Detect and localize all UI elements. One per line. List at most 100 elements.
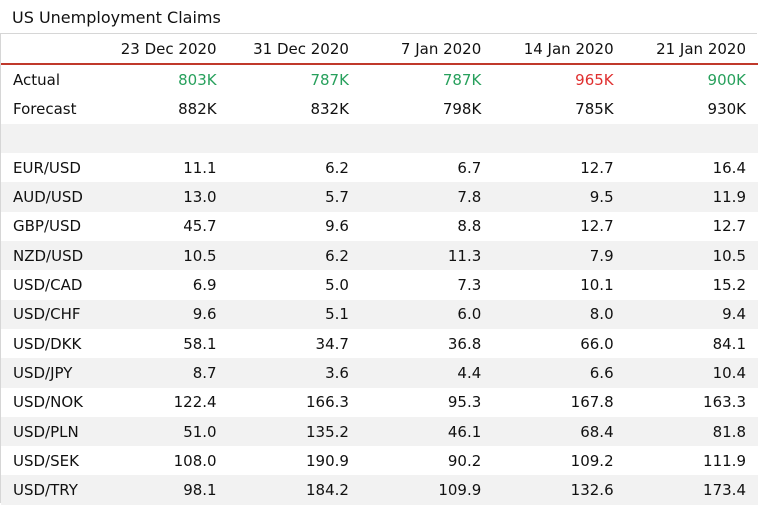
pair-value: 9.4 — [625, 299, 758, 329]
pair-row: NZD/USD 10.5 6.2 11.3 7.9 10.5 — [1, 241, 758, 271]
actual-value: 787K — [310, 70, 349, 89]
pair-value: 15.2 — [712, 276, 746, 295]
pair-value: 6.2 — [228, 241, 361, 271]
pair-label: USD/JPY — [1, 358, 97, 388]
pair-value: 6.7 — [457, 158, 482, 177]
pair-value: 12.7 — [712, 217, 746, 236]
pair-row: GBP/USD 45.7 9.6 8.8 12.7 12.7 — [1, 212, 758, 241]
pair-value: 7.8 — [360, 182, 494, 212]
pair-value: 58.1 — [183, 334, 217, 353]
forecast-row: Forecast 882K 832K 798K 785K 930K — [1, 95, 758, 124]
pair-value: 12.7 — [580, 217, 614, 236]
pair-row: USD/JPY 8.7 3.6 4.4 6.6 10.4 — [1, 358, 758, 388]
forecast-value: 832K — [310, 100, 349, 119]
pair-value: 4.4 — [360, 358, 494, 388]
pair-value: 166.3 — [305, 393, 349, 412]
pair-value: 8.7 — [96, 358, 229, 388]
pair-value: 109.9 — [360, 475, 494, 505]
pair-row: USD/TRY 98.1 184.2 109.9 132.6 173.4 — [1, 475, 758, 505]
pair-value: 9.6 — [96, 299, 229, 329]
pair-value: 6.0 — [360, 299, 494, 329]
pair-value: 3.6 — [228, 358, 361, 388]
pair-value: 12.7 — [580, 158, 614, 177]
forecast-value: 798K — [442, 100, 482, 119]
pair-value: 10.5 — [96, 241, 229, 271]
pair-value: 173.4 — [625, 475, 758, 505]
pair-value: 68.4 — [493, 416, 626, 447]
pair-value: 7.3 — [457, 276, 482, 295]
pair-label: USD/TRY — [1, 475, 97, 505]
pair-value: 190.9 — [305, 451, 349, 470]
pair-label: USD/PLN — [1, 416, 97, 447]
pair-value: 11.3 — [360, 241, 494, 271]
pair-value: 10.1 — [580, 276, 614, 295]
pair-row: AUD/USD 13.0 5.7 7.8 9.5 11.9 — [1, 182, 758, 212]
pair-label: USD/CAD — [13, 276, 83, 295]
pair-value: 132.6 — [493, 475, 626, 505]
pair-value: 135.2 — [228, 416, 361, 447]
pair-value: 9.6 — [325, 217, 349, 236]
pair-label: NZD/USD — [1, 241, 97, 271]
actual-value: 965K — [575, 70, 614, 89]
pair-value: 8.0 — [493, 299, 626, 329]
pair-row: EUR/USD 11.1 6.2 6.7 12.7 16.4 — [1, 153, 758, 182]
pair-label: AUD/USD — [1, 182, 97, 212]
pair-value: 122.4 — [173, 393, 217, 412]
header-date: 23 Dec 2020 — [96, 34, 229, 66]
pair-label: USD/DKK — [13, 334, 82, 353]
header-date: 7 Jan 2020 — [360, 34, 494, 66]
pair-label: USD/SEK — [13, 451, 79, 470]
page-title: US Unemployment Claims — [12, 8, 221, 27]
pair-row: USD/CHF 9.6 5.1 6.0 8.0 9.4 — [1, 299, 758, 329]
pair-value: 16.4 — [712, 158, 746, 177]
pair-value: 10.4 — [625, 358, 758, 388]
pair-row: USD/PLN 51.0 135.2 46.1 68.4 81.8 — [1, 416, 758, 447]
pair-value: 108.0 — [173, 451, 217, 470]
pair-value: 6.6 — [493, 358, 626, 388]
pair-value: 5.7 — [228, 182, 361, 212]
pair-label: USD/CHF — [1, 299, 97, 329]
row-label: Actual — [13, 70, 60, 89]
pair-row: USD/SEK 108.0 190.9 90.2 109.2 111.9 — [1, 446, 758, 475]
pair-value: 81.8 — [625, 416, 758, 447]
pair-value: 184.2 — [228, 475, 361, 505]
pair-value: 5.0 — [325, 276, 349, 295]
pair-value: 46.1 — [360, 416, 494, 447]
pair-value: 51.0 — [96, 416, 229, 447]
pair-row: USD/NOK 122.4 166.3 95.3 167.8 163.3 — [1, 388, 758, 417]
header-date: 14 Jan 2020 — [493, 34, 626, 66]
forecast-value: 930K — [707, 100, 746, 119]
pair-value: 98.1 — [96, 475, 229, 505]
pair-value: 9.5 — [493, 182, 626, 212]
header-date: 31 Dec 2020 — [228, 34, 361, 66]
actual-value: 803K — [178, 70, 217, 89]
claims-table-container: 23 Dec 2020 31 Dec 2020 7 Jan 2020 14 Ja… — [0, 33, 758, 505]
pair-label: GBP/USD — [13, 217, 82, 236]
pair-value: 7.9 — [493, 241, 626, 271]
pair-value: 90.2 — [447, 451, 482, 470]
pair-label: EUR/USD — [13, 158, 81, 177]
pair-value: 34.7 — [315, 334, 349, 353]
pair-value: 84.1 — [712, 334, 746, 353]
pair-value: 111.9 — [703, 451, 746, 470]
pair-value: 10.5 — [625, 241, 758, 271]
forecast-value: 882K — [178, 100, 217, 119]
header-row: 23 Dec 2020 31 Dec 2020 7 Jan 2020 14 Ja… — [1, 34, 758, 66]
actual-row: Actual 803K 787K 787K 965K 900K — [1, 64, 758, 94]
pair-value: 167.8 — [570, 393, 614, 412]
actual-value: 787K — [442, 70, 482, 89]
pair-value: 13.0 — [96, 182, 229, 212]
pair-value: 95.3 — [447, 393, 482, 412]
header-label-cell — [1, 34, 97, 66]
pair-label: USD/NOK — [13, 393, 83, 412]
pair-row: USD/DKK 58.1 34.7 36.8 66.0 84.1 — [1, 329, 758, 358]
pair-value: 11.1 — [183, 158, 217, 177]
claims-table: 23 Dec 2020 31 Dec 2020 7 Jan 2020 14 Ja… — [1, 34, 758, 505]
pair-value: 6.2 — [325, 158, 349, 177]
row-label: Forecast — [13, 100, 77, 119]
forecast-value: 785K — [575, 100, 614, 119]
actual-value: 900K — [707, 70, 746, 89]
pair-value: 8.8 — [457, 217, 482, 236]
pair-value: 6.9 — [192, 276, 217, 295]
pair-value: 36.8 — [447, 334, 482, 353]
